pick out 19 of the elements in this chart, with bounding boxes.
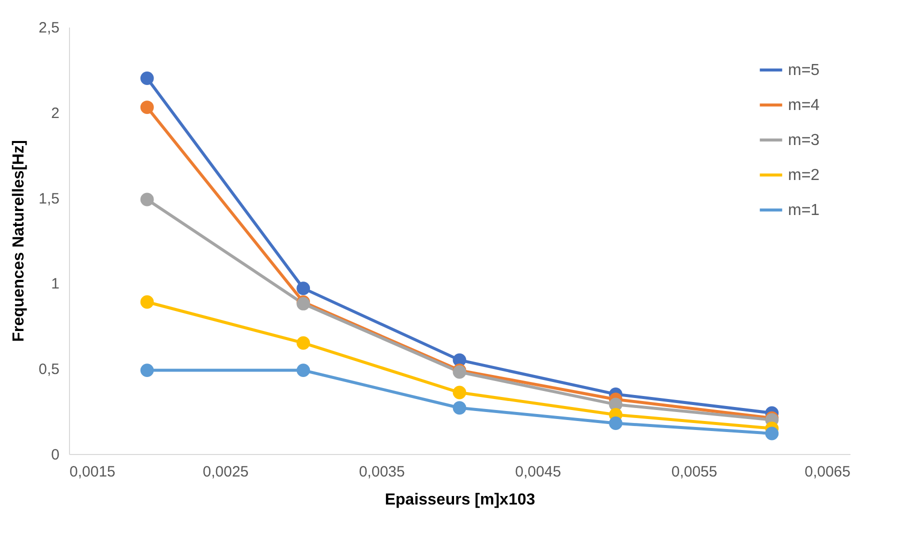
x-tick-label: 0,0065 — [804, 464, 850, 480]
y-tick-label: 2 — [51, 104, 60, 122]
y-tick-label: 0,5 — [38, 361, 60, 378]
y-tick-label: 1 — [51, 276, 60, 293]
legend-label: m=5 — [788, 62, 820, 79]
x-tick-label: 0,0025 — [202, 464, 249, 480]
y-tick-label: 2,5 — [38, 20, 60, 36]
y-tick-label: 0 — [51, 446, 60, 464]
legend-label: m=2 — [788, 167, 820, 184]
x-tick-label: 0,0055 — [671, 464, 718, 480]
legend-label: m=3 — [788, 132, 820, 149]
x-tick-label: 0,0015 — [70, 464, 116, 480]
x-tick-label: 0,0045 — [515, 464, 562, 480]
x-axis-title: Epaisseurs [m]x103 — [384, 492, 536, 508]
legend-label: m=4 — [788, 97, 820, 114]
legend-label: m=1 — [788, 202, 820, 219]
y-tick-label: 1,5 — [38, 190, 60, 208]
y-axis-title: Frequences Naturelles[Hz] — [10, 140, 28, 342]
x-tick-label: 0,0035 — [358, 464, 405, 480]
